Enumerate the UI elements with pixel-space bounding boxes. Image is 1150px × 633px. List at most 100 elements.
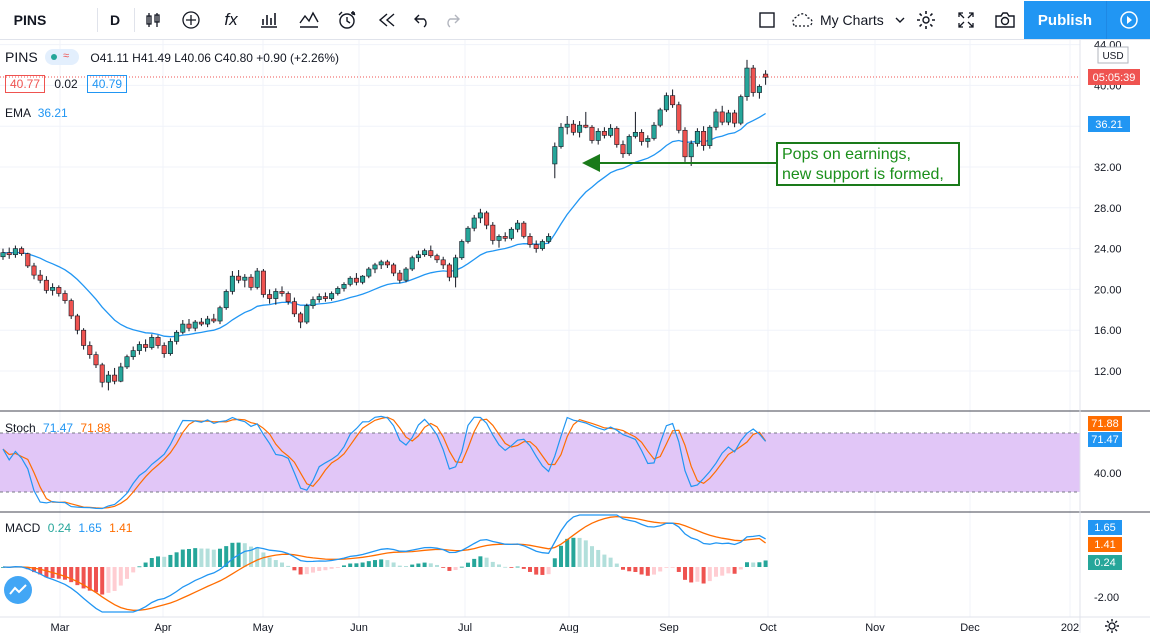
- bid-ask-legend: 40.77 0.02 40.79: [5, 75, 128, 93]
- macd-hist-bar: [459, 566, 464, 568]
- candle-body: [645, 138, 651, 142]
- alert-clock-icon[interactable]: [330, 0, 364, 40]
- play-icon[interactable]: [1106, 1, 1150, 39]
- macd-hist-bar: [193, 548, 198, 567]
- candle-body: [744, 67, 750, 97]
- macd-hist-bar: [267, 557, 272, 567]
- candle-body: [738, 96, 744, 124]
- macd-hist-bar: [118, 567, 123, 586]
- chart-canvas[interactable]: 44.0040.0036.0032.0028.0024.0020.0016.00…: [0, 40, 1150, 633]
- candle-body: [515, 222, 521, 230]
- legend-ohlc: O41.11 H41.49 L40.06 C40.80 +0.90 (+2.26…: [90, 51, 339, 65]
- candle-style-icon[interactable]: [138, 0, 168, 40]
- macd-hist-bar: [187, 548, 191, 567]
- candle-body: [273, 291, 279, 299]
- macd-hist-bar: [490, 561, 495, 567]
- candle-body: [205, 318, 211, 325]
- candle-body: [446, 264, 452, 278]
- toolbar-divider: [134, 8, 135, 32]
- stoch-d-value: 71.88: [80, 421, 111, 435]
- publish-button[interactable]: Publish: [1024, 1, 1106, 39]
- replay-icon[interactable]: [370, 0, 404, 40]
- macd-hist-bar: [590, 546, 594, 567]
- camera-icon[interactable]: [988, 0, 1022, 40]
- time-axis: Mar Apr May Jun Jul Aug Sep Oct Nov Dec 202: [51, 622, 1080, 633]
- macd-hist-bar: [224, 546, 229, 567]
- candle-body: [626, 136, 632, 155]
- macd-hist-bar: [627, 567, 632, 572]
- bid-box[interactable]: 40.77: [5, 75, 46, 93]
- candle-body: [192, 321, 198, 329]
- macd-hist-bar: [726, 567, 731, 574]
- macd-hist-bar: [738, 567, 743, 570]
- macd-hist-bar: [304, 567, 309, 575]
- macd-badge-label: 1.65: [1094, 522, 1115, 534]
- symbol-search-button[interactable]: PINS: [13, 12, 47, 28]
- settings-gear-icon[interactable]: [1105, 619, 1119, 633]
- macd-hist-bar: [552, 558, 557, 567]
- macd-hist-bar: [559, 545, 563, 567]
- macd-badge: [1088, 520, 1122, 535]
- candle-body: [236, 275, 242, 281]
- legend-status-pill[interactable]: ≈: [45, 49, 80, 65]
- candle-body: [149, 337, 155, 348]
- layout-square-icon[interactable]: [752, 0, 782, 40]
- macd-hist-bar: [577, 537, 582, 567]
- candle-body: [471, 217, 477, 229]
- candle-body: [366, 268, 372, 277]
- candle-body: [161, 345, 167, 354]
- candle-body: [43, 279, 49, 291]
- candle-body: [397, 272, 403, 281]
- candle-body: [477, 212, 483, 219]
- my-charts-button[interactable]: My Charts: [788, 0, 908, 40]
- undo-icon[interactable]: [406, 0, 438, 40]
- annotation-callout[interactable]: Pops on earnings, new support is formed,: [776, 142, 960, 186]
- candle-body: [564, 123, 570, 128]
- macd-hist-bar: [534, 567, 539, 575]
- gear-icon[interactable]: [910, 0, 942, 40]
- compare-add-icon[interactable]: [174, 0, 208, 40]
- macd-legend: MACD 0.24 1.65 1.41: [5, 521, 132, 535]
- stoch-k-badge: [1088, 432, 1122, 447]
- indicators-fx-button[interactable]: fx: [224, 10, 238, 29]
- time-tick-label: 202: [1061, 622, 1079, 633]
- interval-button[interactable]: D: [109, 12, 121, 28]
- time-tick-label: Dec: [960, 622, 980, 633]
- stoch-legend-label: Stoch: [5, 421, 36, 435]
- macd-hist-bar: [639, 567, 644, 575]
- legend-symbol[interactable]: PINS: [5, 49, 38, 65]
- candle-body: [341, 284, 347, 289]
- price-tick-label: 32.00: [1094, 162, 1122, 174]
- macd-hist-bar: [385, 560, 390, 567]
- time-tick-label: Sep: [659, 622, 679, 633]
- candle-body: [329, 293, 335, 299]
- fullscreen-icon[interactable]: [950, 0, 982, 40]
- spread-value: 0.02: [54, 77, 78, 91]
- candle-body: [459, 241, 465, 259]
- ema-line: [2, 112, 766, 338]
- macd-hist-bar: [515, 566, 520, 568]
- candle-body: [279, 291, 285, 294]
- ema-legend-value: 36.21: [37, 106, 68, 120]
- candle-body: [750, 67, 756, 93]
- tradingview-logo-icon[interactable]: [4, 576, 32, 604]
- macd-hist-bar: [745, 562, 749, 567]
- candle-body: [657, 109, 663, 126]
- candle-body: [37, 274, 43, 281]
- templates-icon[interactable]: [292, 0, 326, 40]
- macd-hist-bar: [273, 560, 278, 567]
- currency-badge[interactable]: [1097, 46, 1129, 64]
- macd-hist-bar: [218, 548, 222, 567]
- candle-body: [415, 254, 421, 259]
- ask-box[interactable]: 40.79: [87, 75, 128, 93]
- candle-body: [719, 111, 725, 123]
- candle-body: [577, 124, 583, 133]
- candle-body: [713, 111, 719, 128]
- stoch-d-badge: [1088, 416, 1122, 431]
- macd-hist-bar: [174, 552, 179, 567]
- macd-hist-bar: [565, 538, 570, 567]
- chart-templates-icon[interactable]: [252, 0, 286, 40]
- macd-hist-bar: [695, 567, 700, 582]
- redo-icon[interactable]: [436, 0, 468, 40]
- candle-body: [527, 236, 533, 245]
